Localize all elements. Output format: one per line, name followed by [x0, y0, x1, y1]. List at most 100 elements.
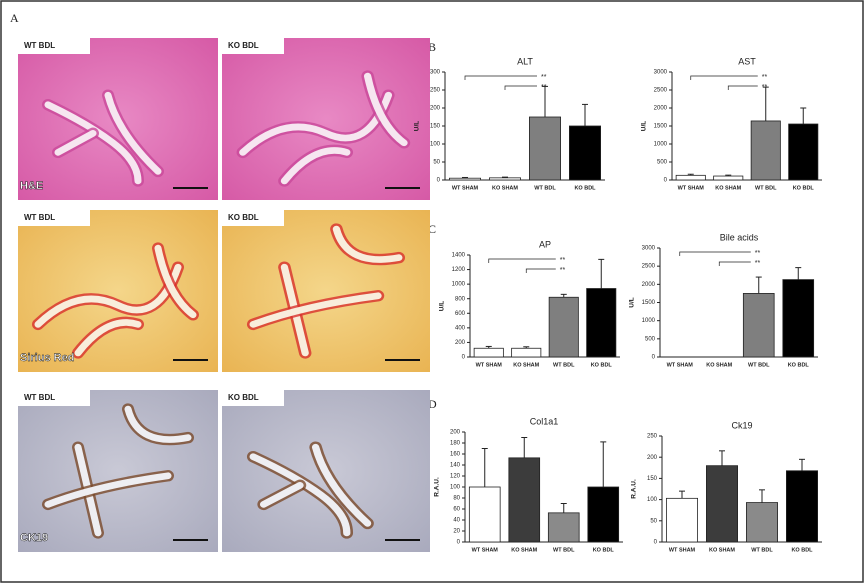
- annotation: **: [560, 267, 566, 274]
- chart-title: Bile acids: [720, 232, 759, 242]
- image-label: WT BDL: [24, 41, 55, 50]
- y-tick-label: 250: [430, 88, 441, 94]
- vessel: [52, 127, 99, 159]
- x-tick-label: KO BDL: [788, 362, 810, 368]
- y-axis-label: U/L: [439, 301, 446, 312]
- y-tick-label: 120: [450, 474, 461, 480]
- x-tick-label: KO BDL: [574, 185, 596, 191]
- x-tick-label: KO BDL: [591, 362, 613, 368]
- bar: [511, 347, 542, 358]
- vessel-lumen: [280, 147, 351, 185]
- x-tick-label: WT BDL: [748, 362, 770, 368]
- bar: [468, 486, 501, 543]
- y-axis-label: U/L: [414, 121, 421, 132]
- y-tick-label: 800: [455, 296, 466, 302]
- image-label: KO BDL: [228, 213, 259, 222]
- label-tab: [222, 38, 284, 54]
- y-tick-label: 140: [450, 463, 461, 469]
- bar: [788, 123, 819, 181]
- vessel: [42, 98, 144, 187]
- vessel: [257, 479, 307, 511]
- x-tick-label: KO BDL: [793, 185, 815, 191]
- label-tab: [222, 210, 284, 226]
- x-tick-label: WT BDL: [553, 547, 575, 553]
- bar: [448, 177, 481, 181]
- y-tick-label: 40: [453, 518, 460, 524]
- bar: [706, 465, 739, 543]
- vessel-lumen: [249, 453, 351, 537]
- bar: [529, 116, 562, 181]
- vessel: [330, 223, 406, 266]
- panel-label: A: [10, 11, 19, 25]
- y-tick-label: 200: [430, 106, 441, 112]
- x-tick-label: WT BDL: [755, 185, 777, 191]
- y-tick-label: 1500: [654, 124, 668, 130]
- x-tick-label: WT SHAM: [678, 185, 705, 191]
- y-tick-label: 0: [462, 355, 466, 361]
- chart-title: ALT: [517, 56, 533, 66]
- image-label: KO BDL: [228, 393, 259, 402]
- vessel-lumen: [54, 129, 97, 156]
- significance-bracket: [679, 251, 751, 256]
- y-tick-label: 200: [455, 340, 466, 346]
- x-tick-label: WT SHAM: [476, 362, 503, 368]
- y-tick-label: 500: [645, 336, 656, 342]
- significance-bracket: [525, 268, 556, 273]
- image-label: WT BDL: [24, 213, 55, 222]
- y-tick-label: 1500: [642, 300, 656, 306]
- bar: [782, 279, 815, 358]
- annotation: **: [541, 84, 547, 91]
- vessel: [152, 242, 199, 321]
- vessel-lumen: [44, 101, 142, 185]
- y-tick-label: 1200: [452, 267, 466, 273]
- vessel: [72, 316, 144, 359]
- chart-title: Ck19: [731, 420, 752, 430]
- label-tab: [18, 210, 90, 226]
- y-tick-label: 500: [657, 160, 668, 166]
- significance-bracket: [727, 85, 758, 90]
- vessel: [278, 144, 354, 187]
- panel-label: B: [428, 40, 436, 54]
- x-tick-label: KO BDL: [593, 547, 615, 553]
- bar: [488, 177, 521, 181]
- annotation: **: [762, 84, 768, 91]
- vessel-lumen: [311, 443, 372, 527]
- x-tick-label: KO BDL: [791, 547, 813, 553]
- stain-label: H&E: [20, 180, 43, 192]
- x-tick-label: KO SHAM: [709, 547, 735, 553]
- vessel-lumen: [104, 91, 162, 175]
- chart-title: AP: [539, 239, 551, 249]
- bar: [547, 512, 580, 543]
- y-tick-label: 0: [652, 355, 656, 361]
- chart-title: AST: [738, 56, 756, 66]
- x-tick-label: WT BDL: [534, 185, 556, 191]
- significance-bracket: [488, 258, 556, 263]
- y-tick-label: 300: [430, 70, 441, 76]
- y-tick-label: 100: [430, 142, 441, 148]
- vessel: [361, 70, 411, 149]
- vessel-lumen: [239, 91, 393, 156]
- y-tick-label: 150: [430, 124, 441, 130]
- y-tick-label: 0: [664, 178, 668, 184]
- significance-bracket: [690, 75, 758, 80]
- x-tick-label: WT SHAM: [669, 547, 696, 553]
- micrograph: [18, 390, 218, 552]
- bar: [473, 347, 504, 358]
- vessel-lumen: [363, 72, 408, 147]
- y-tick-label: 1000: [654, 142, 668, 148]
- annotation: **: [541, 74, 547, 81]
- bar: [586, 288, 617, 358]
- significance-bracket: [718, 261, 751, 266]
- vessel: [32, 261, 184, 331]
- y-tick-label: 3000: [654, 70, 668, 76]
- vessel-lumen: [249, 292, 382, 328]
- y-tick-label: 2000: [654, 106, 668, 112]
- panel-label: D: [428, 397, 437, 411]
- vessel-lumen: [154, 244, 197, 319]
- vessel-lumen: [74, 319, 142, 357]
- stain-label: CK19: [20, 532, 48, 544]
- y-axis-label: U/L: [641, 121, 648, 132]
- y-tick-label: 600: [455, 311, 466, 317]
- vessel-lumen: [124, 405, 192, 443]
- y-tick-label: 0: [654, 540, 658, 546]
